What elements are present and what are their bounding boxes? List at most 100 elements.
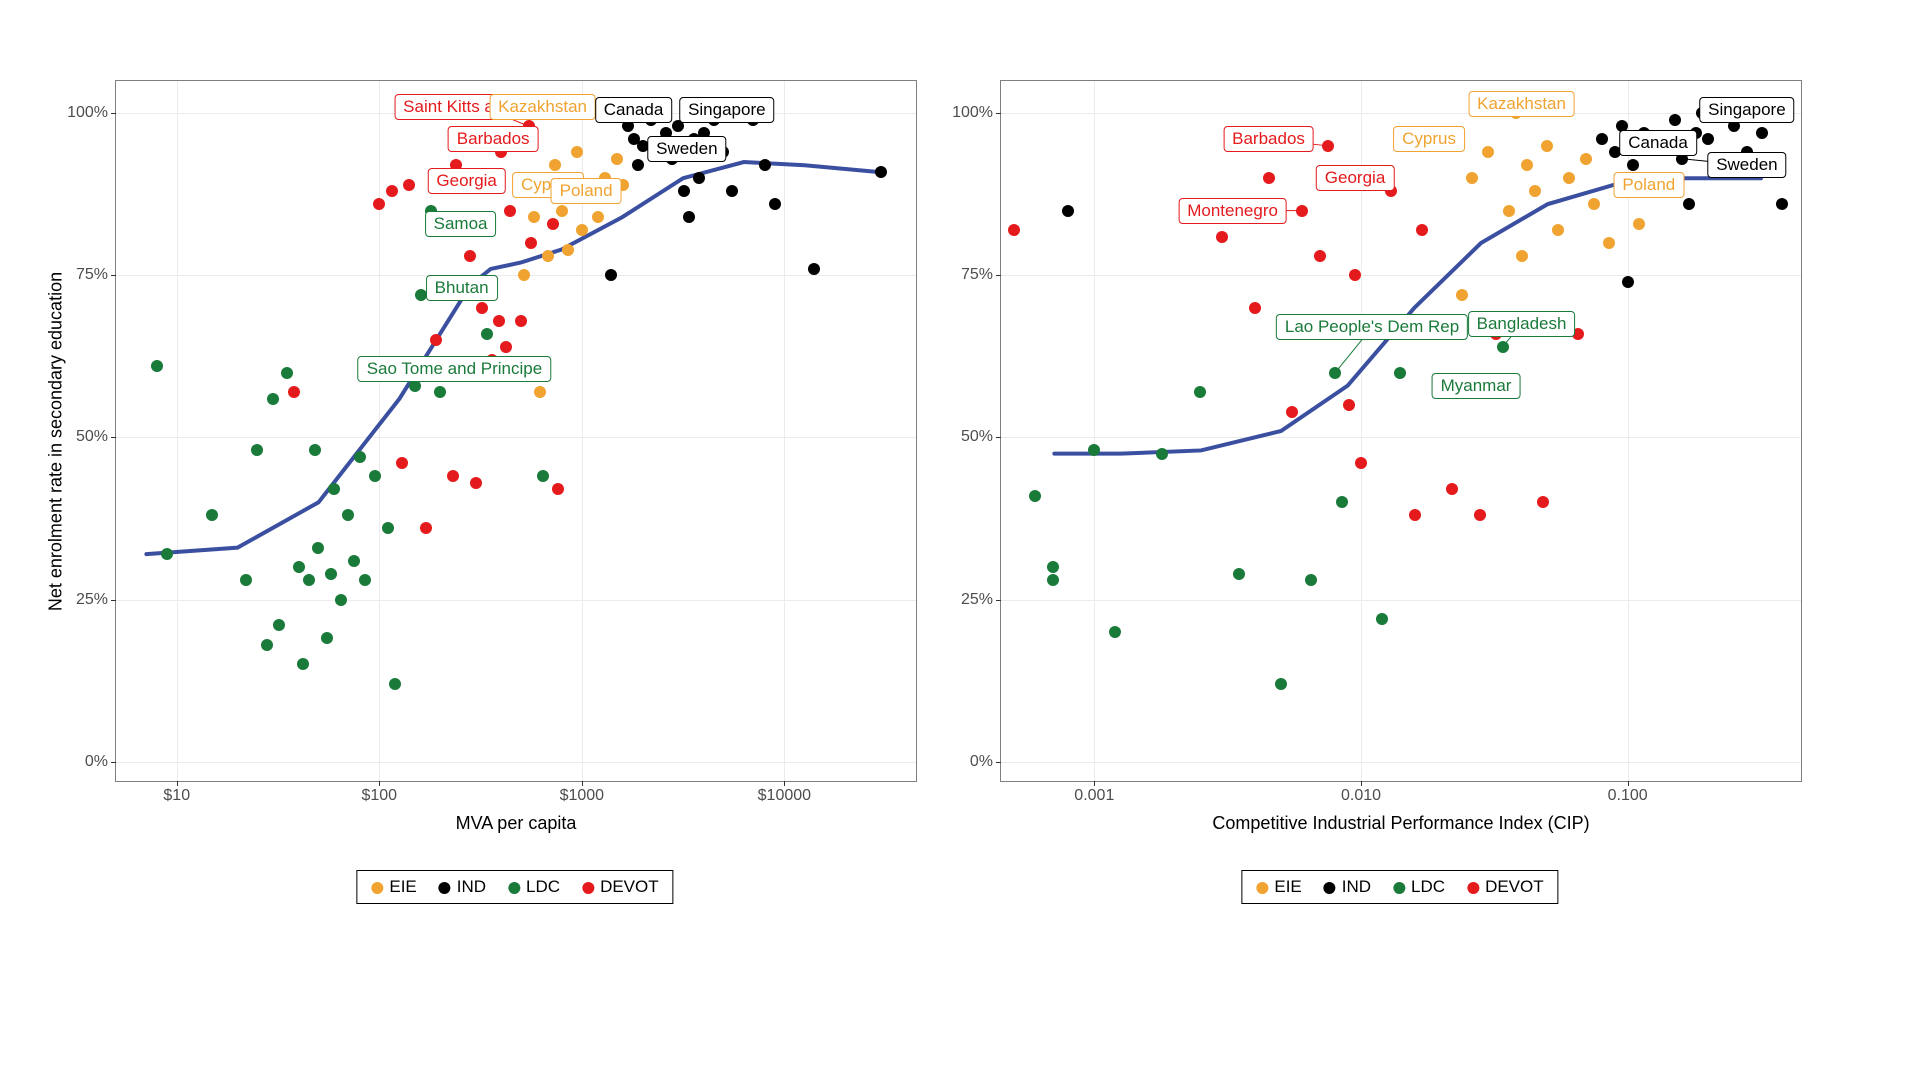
data-point-eie bbox=[592, 211, 604, 223]
data-point-eie bbox=[528, 211, 540, 223]
gridline-x bbox=[379, 81, 380, 781]
data-point-devot bbox=[493, 315, 505, 327]
data-point-ldc bbox=[434, 386, 446, 398]
gridline-x bbox=[177, 81, 178, 781]
data-point-devot bbox=[1446, 483, 1458, 495]
legend-item: DEVOT bbox=[582, 877, 659, 897]
legend-item: EIE bbox=[371, 877, 416, 897]
country-label: Cyprus bbox=[1393, 126, 1465, 152]
data-point-ldc bbox=[1329, 367, 1341, 379]
legend-swatch bbox=[1256, 882, 1268, 894]
data-point-ldc bbox=[1275, 678, 1287, 690]
legend-label: DEVOT bbox=[1485, 877, 1544, 896]
legend-label: LDC bbox=[526, 877, 560, 896]
data-point-eie bbox=[611, 153, 623, 165]
data-point-eie bbox=[556, 205, 568, 217]
gridline-y bbox=[1001, 113, 1801, 114]
tick-label-y: 25% bbox=[76, 591, 108, 609]
data-point-ldc bbox=[1305, 574, 1317, 586]
country-label: Georgia bbox=[1316, 165, 1394, 191]
legend-item: DEVOT bbox=[1467, 877, 1544, 897]
data-point-ldc bbox=[1194, 386, 1206, 398]
data-point-eie bbox=[1552, 224, 1564, 236]
data-point-eie bbox=[1456, 289, 1468, 301]
data-point-eie bbox=[1563, 172, 1575, 184]
data-point-ldc bbox=[1336, 496, 1348, 508]
data-point-devot bbox=[396, 457, 408, 469]
data-point-devot bbox=[547, 218, 559, 230]
tick-label-y: 25% bbox=[961, 591, 993, 609]
country-label: Samoa bbox=[425, 211, 497, 237]
legend-right: EIEINDLDCDEVOT bbox=[1241, 870, 1558, 904]
data-point-devot bbox=[1249, 302, 1261, 314]
left-scatter-plot: Net enrolment rate in secondary educatio… bbox=[115, 80, 917, 782]
data-point-ldc bbox=[1088, 444, 1100, 456]
data-point-ldc bbox=[1156, 448, 1168, 460]
data-point-ldc bbox=[1029, 490, 1041, 502]
country-label: Kazakhstan bbox=[489, 94, 596, 120]
data-point-devot bbox=[1216, 231, 1228, 243]
data-point-devot bbox=[470, 477, 482, 489]
data-point-devot bbox=[1349, 269, 1361, 281]
legend-swatch bbox=[582, 882, 594, 894]
data-point-ldc bbox=[261, 639, 273, 651]
data-point-devot bbox=[430, 334, 442, 346]
data-point-eie bbox=[549, 159, 561, 171]
data-point-devot bbox=[1416, 224, 1428, 236]
data-point-ldc bbox=[325, 568, 337, 580]
data-point-devot bbox=[1474, 509, 1486, 521]
legend-item: EIE bbox=[1256, 877, 1301, 897]
data-point-ldc bbox=[309, 444, 321, 456]
tick-label-x: 0.001 bbox=[1074, 787, 1114, 805]
data-point-ldc bbox=[369, 470, 381, 482]
legend-label: LDC bbox=[1411, 877, 1445, 896]
data-point-ldc bbox=[281, 367, 293, 379]
data-point-devot bbox=[1409, 509, 1421, 521]
data-point-ind bbox=[1622, 276, 1634, 288]
data-point-eie bbox=[571, 146, 583, 158]
data-point-devot bbox=[1286, 406, 1298, 418]
data-point-ind bbox=[1756, 127, 1768, 139]
data-point-eie bbox=[1603, 237, 1615, 249]
tick-label-y: 0% bbox=[970, 753, 993, 771]
data-point-ldc bbox=[382, 522, 394, 534]
data-point-eie bbox=[1516, 250, 1528, 262]
data-point-devot bbox=[1263, 172, 1275, 184]
data-point-ldc bbox=[1233, 568, 1245, 580]
tick-label-y: 75% bbox=[961, 266, 993, 284]
tick-label-x: $10 bbox=[163, 787, 190, 805]
data-point-ldc bbox=[481, 328, 493, 340]
data-point-ldc bbox=[206, 509, 218, 521]
data-point-ind bbox=[808, 263, 820, 275]
data-point-ind bbox=[1776, 198, 1788, 210]
tick-label-y: 100% bbox=[952, 104, 993, 122]
data-point-ldc bbox=[328, 483, 340, 495]
legend-swatch bbox=[439, 882, 451, 894]
legend-item: LDC bbox=[1393, 877, 1445, 897]
country-label: Sweden bbox=[647, 136, 726, 162]
data-point-devot bbox=[1008, 224, 1020, 236]
data-point-devot bbox=[386, 185, 398, 197]
gridline-y bbox=[116, 762, 916, 763]
country-label: Kazakhstan bbox=[1468, 91, 1575, 117]
legend-swatch bbox=[1324, 882, 1336, 894]
data-point-eie bbox=[1541, 140, 1553, 152]
data-point-ldc bbox=[267, 393, 279, 405]
data-point-devot bbox=[552, 483, 564, 495]
tick-label-y: 50% bbox=[76, 428, 108, 446]
country-label: Canada bbox=[595, 97, 673, 123]
data-point-devot bbox=[1314, 250, 1326, 262]
data-point-eie bbox=[1503, 205, 1515, 217]
country-label: Georgia bbox=[427, 168, 505, 194]
legend-label: IND bbox=[457, 877, 486, 896]
data-point-devot bbox=[373, 198, 385, 210]
data-point-ldc bbox=[342, 509, 354, 521]
data-point-ldc bbox=[293, 561, 305, 573]
gridline-y bbox=[116, 275, 916, 276]
country-label: Poland bbox=[1613, 172, 1684, 198]
country-label: Bhutan bbox=[426, 275, 498, 301]
data-point-ldc bbox=[389, 678, 401, 690]
tick-label-y: 0% bbox=[85, 753, 108, 771]
tick-label-y: 50% bbox=[961, 428, 993, 446]
data-point-eie bbox=[562, 244, 574, 256]
